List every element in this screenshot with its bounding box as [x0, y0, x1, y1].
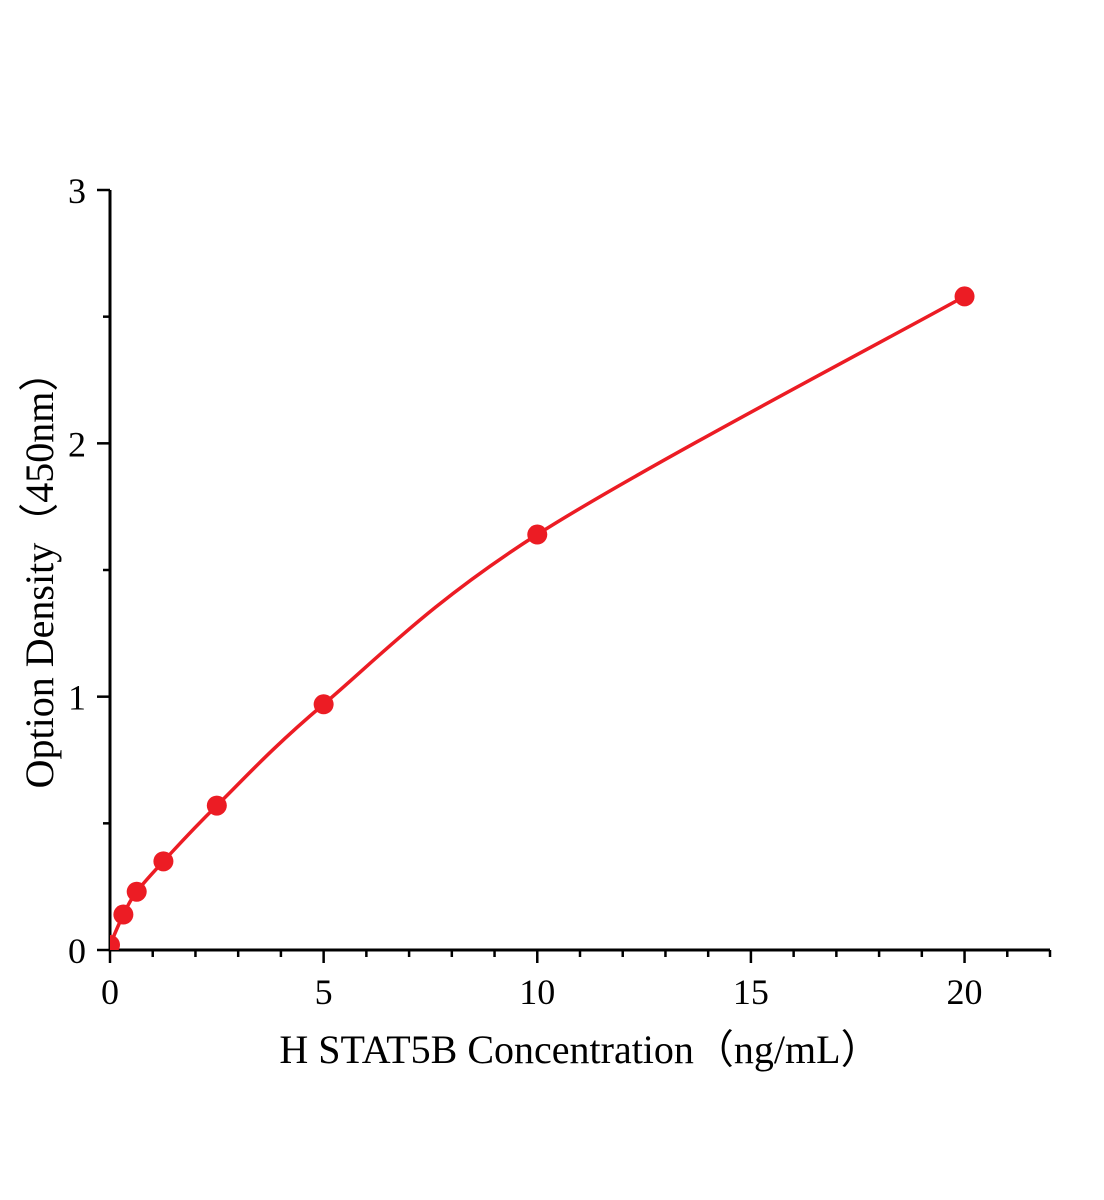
x-tick-label: 10 [519, 972, 555, 1012]
tick-marks [97, 188, 1052, 963]
data-point-marker [110, 934, 120, 950]
data-point-marker [153, 851, 174, 872]
y-axis-title: Option Density（450nm） [17, 351, 62, 789]
data-point-marker [527, 524, 548, 545]
data-point-marker [313, 694, 334, 715]
x-tick-label: 15 [733, 972, 769, 1012]
y-tick-label: 2 [68, 424, 86, 464]
x-axis-title: H STAT5B Concentration（ng/mL） [279, 1027, 881, 1072]
data-point-marker [954, 286, 975, 307]
x-tick-label: 5 [315, 972, 333, 1012]
x-tick-label: 0 [101, 972, 119, 1012]
y-tick-label: 3 [68, 171, 86, 211]
y-tick-label: 0 [68, 931, 86, 971]
data-point-marker [206, 795, 227, 816]
fit-curve [110, 294, 966, 946]
x-tick-label: 20 [947, 972, 983, 1012]
y-tick-label: 1 [68, 678, 86, 718]
tick-labels: 0 5 10 15 20 0 1 2 3 [68, 171, 983, 1012]
data-point-marker [126, 881, 147, 902]
axes [108, 190, 1050, 952]
data-point-marker [113, 904, 134, 925]
data-series [110, 286, 975, 950]
